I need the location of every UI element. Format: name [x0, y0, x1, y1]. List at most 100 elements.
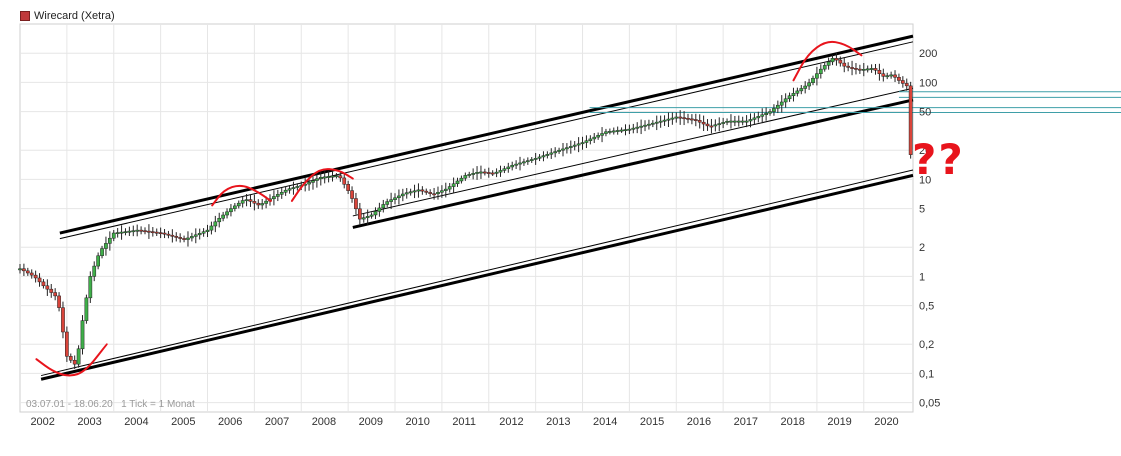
- candle-up: [717, 123, 722, 126]
- candle-up: [400, 193, 405, 197]
- candle-down: [873, 68, 878, 71]
- candle-up: [654, 121, 659, 124]
- y-tick-label: 1: [919, 271, 925, 283]
- candle-down: [29, 272, 34, 276]
- candle-up: [529, 159, 534, 161]
- candle-up: [815, 73, 819, 79]
- candle-down: [850, 67, 854, 69]
- candle-up: [451, 183, 456, 187]
- candle-down: [904, 83, 909, 87]
- candle-up: [733, 120, 737, 123]
- candle-up: [787, 95, 792, 100]
- candle-up: [463, 175, 468, 179]
- candle-up: [510, 164, 515, 168]
- date-range: 03.07.01 - 18.06.20: [26, 399, 113, 410]
- candle-up: [393, 197, 397, 200]
- candle-up: [264, 200, 268, 204]
- candle-up: [389, 199, 393, 202]
- plot-frame: [19, 23, 914, 413]
- x-axis-labels: 2002 2003 2004 2005 2006 2007 2008 2009 2010 2011…: [30, 416, 898, 428]
- candle-up: [557, 149, 561, 152]
- chart-info: 03.07.01 - 18.06.20 1 Tick = 1 Monat: [26, 399, 195, 410]
- candle-down: [338, 175, 343, 179]
- x-tick-label: 2013: [546, 416, 570, 428]
- candle-up: [197, 233, 202, 236]
- candle-up: [807, 82, 811, 87]
- candle-up: [518, 162, 522, 165]
- candle-up: [537, 156, 542, 159]
- candle-up: [772, 108, 776, 112]
- y-tick-label: 10: [919, 174, 931, 186]
- candle-down: [838, 59, 843, 64]
- candle-up: [565, 147, 569, 150]
- candle-up: [600, 133, 604, 136]
- y-tick-label: 100: [919, 77, 937, 89]
- candle-down: [139, 229, 143, 232]
- candle-up: [279, 192, 284, 195]
- candle-up: [244, 199, 249, 202]
- candle-up: [756, 116, 761, 119]
- candle-up: [666, 118, 671, 121]
- x-tick-label: 2019: [827, 416, 851, 428]
- candle-up: [619, 129, 624, 132]
- x-tick-label: 2012: [499, 416, 523, 428]
- candle-up: [275, 194, 280, 197]
- candle-up: [584, 140, 589, 143]
- candle-up: [494, 171, 499, 174]
- candle-up: [440, 190, 444, 193]
- x-tick-label: 2004: [124, 416, 148, 428]
- candle-up: [283, 189, 288, 193]
- candle-up: [713, 124, 718, 127]
- candle-up: [455, 180, 460, 185]
- y-tick-label: 2: [919, 242, 925, 254]
- candle-up: [217, 217, 222, 223]
- candle-down: [709, 125, 714, 128]
- top-2018-2019: [792, 40, 863, 82]
- channel-line-upper-inner: [59, 41, 914, 240]
- candle-up: [443, 188, 448, 191]
- candle-down: [854, 68, 858, 70]
- candle-down: [61, 307, 65, 333]
- candle-down: [256, 202, 261, 206]
- candle-down: [424, 190, 429, 193]
- candle-up: [201, 231, 206, 234]
- candle-down: [147, 230, 151, 233]
- candle-up: [799, 88, 804, 92]
- candle-down: [37, 277, 42, 283]
- candle-up: [553, 151, 558, 154]
- candle-down: [25, 270, 30, 274]
- x-tick-label: 2003: [77, 416, 101, 428]
- question-marks-annotation: ??: [912, 135, 965, 184]
- x-tick-label: 2018: [780, 416, 804, 428]
- candle-down: [158, 232, 163, 234]
- channel-line-lower-heavy: [40, 173, 914, 381]
- candle-up: [658, 120, 663, 123]
- candle-up: [287, 188, 292, 191]
- candle-down: [842, 62, 847, 67]
- candle-down: [428, 192, 433, 194]
- candle-up: [811, 77, 815, 83]
- candle-up: [826, 61, 831, 66]
- candle-up: [670, 117, 675, 120]
- candle-up: [186, 237, 190, 240]
- candle-up: [545, 154, 550, 156]
- candle-down: [908, 85, 913, 155]
- candle-up: [791, 93, 796, 97]
- candle-down: [57, 295, 61, 308]
- chart-gridlines: [19, 23, 914, 413]
- candle-up: [205, 229, 210, 232]
- bottom-2002-2003: [35, 343, 108, 377]
- candle-up: [760, 114, 765, 117]
- candle-up: [416, 189, 421, 192]
- candle-up: [471, 173, 475, 175]
- candle-up: [650, 122, 655, 125]
- candle-up: [233, 205, 237, 209]
- candle-up: [107, 237, 112, 244]
- candle-down: [858, 68, 862, 71]
- top-2006: [211, 184, 272, 207]
- candle-up: [115, 232, 120, 234]
- candle-up: [740, 120, 745, 123]
- legend-label: Wirecard (Xetra): [34, 10, 115, 22]
- candle-up: [479, 171, 483, 174]
- channel-line-middle-heavy: [352, 98, 914, 229]
